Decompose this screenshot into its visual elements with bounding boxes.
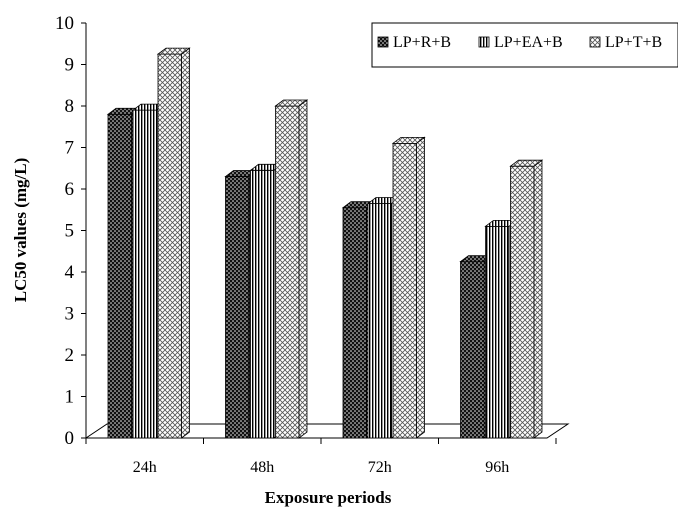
bar-side-face bbox=[298, 99, 308, 439]
y-tick-label: 3 bbox=[65, 304, 75, 325]
bar-front-face bbox=[392, 142, 417, 439]
x-axis-title: Exposure periods bbox=[265, 488, 392, 507]
x-tick-label: 24h bbox=[133, 459, 157, 476]
bar-front-face bbox=[107, 113, 132, 439]
bars bbox=[106, 47, 544, 439]
bar-front-face bbox=[342, 207, 367, 439]
y-tick-label: 0 bbox=[65, 428, 75, 449]
y-axis: 0 1 2 3 4 5 6 7 8 9 10 bbox=[55, 13, 557, 449]
bar-front-face bbox=[132, 109, 157, 439]
legend-label: LP+EA+B bbox=[494, 34, 563, 51]
legend-label: LP+T+B bbox=[605, 34, 662, 51]
y-tick-label: 8 bbox=[65, 96, 75, 117]
bar bbox=[156, 47, 191, 439]
bar-front-face bbox=[367, 203, 392, 439]
bar-side-face bbox=[181, 47, 190, 439]
bar-top-face bbox=[156, 47, 191, 55]
bar bbox=[274, 99, 309, 439]
bar-front-face bbox=[225, 176, 250, 439]
bar-top-face bbox=[509, 159, 544, 167]
y-tick-label: 7 bbox=[65, 138, 75, 159]
bar bbox=[509, 159, 544, 439]
bar-front-face bbox=[510, 165, 535, 439]
x-axis-labels: 24h 48h 72h 96h bbox=[133, 459, 510, 476]
legend-swatch bbox=[478, 36, 490, 48]
bar-front-face bbox=[485, 225, 510, 439]
y-tick-label: 2 bbox=[65, 345, 75, 366]
bar-top-face bbox=[391, 136, 426, 144]
legend-label: LP+R+B bbox=[393, 34, 451, 51]
bar-front-face bbox=[157, 53, 182, 439]
y-tick-label: 5 bbox=[65, 221, 75, 242]
bar-front-face bbox=[275, 105, 300, 439]
bar-side-face bbox=[416, 136, 425, 439]
bar-front-face bbox=[250, 169, 275, 439]
bar-top-face bbox=[274, 99, 309, 107]
bar bbox=[391, 136, 426, 439]
y-tick-label: 10 bbox=[55, 13, 74, 34]
y-axis-title: LC50 values (mg/L) bbox=[11, 158, 30, 303]
bar-front-face bbox=[460, 261, 485, 439]
x-tick-label: 48h bbox=[250, 459, 274, 476]
legend-box bbox=[371, 22, 678, 68]
x-tick-label: 96h bbox=[485, 459, 509, 476]
y-tick-label: 1 bbox=[65, 387, 75, 408]
y-tick-label: 6 bbox=[65, 179, 75, 200]
y-tick-label: 9 bbox=[65, 55, 75, 76]
y-tick-label: 4 bbox=[65, 262, 75, 283]
bar-side-face bbox=[533, 159, 543, 439]
legend: LP+R+B LP+EA+B LP+T+B bbox=[371, 22, 678, 68]
legend-swatch bbox=[377, 36, 389, 48]
x-tick-label: 72h bbox=[368, 459, 392, 476]
legend-swatch bbox=[589, 36, 601, 48]
